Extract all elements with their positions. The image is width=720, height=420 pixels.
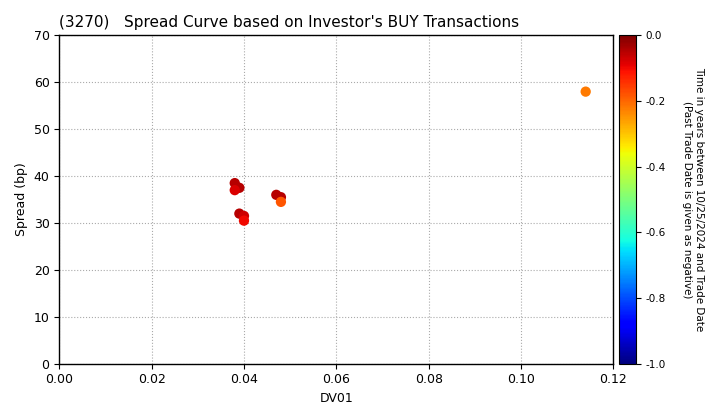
Point	[229, 180, 240, 186]
Point	[233, 184, 245, 191]
Point	[275, 194, 287, 200]
Point	[229, 187, 240, 194]
Point	[238, 213, 250, 219]
Point	[271, 192, 282, 198]
Y-axis label: Time in years between 10/25/2024 and Trade Date
(Past Trade Date is given as neg: Time in years between 10/25/2024 and Tra…	[683, 67, 704, 332]
Text: (3270)   Spread Curve based on Investor's BUY Transactions: (3270) Spread Curve based on Investor's …	[59, 15, 519, 30]
Point	[238, 217, 250, 224]
Y-axis label: Spread (bp): Spread (bp)	[15, 163, 28, 236]
Point	[233, 210, 245, 217]
Point	[275, 199, 287, 205]
Point	[580, 88, 591, 95]
X-axis label: DV01: DV01	[320, 392, 354, 405]
